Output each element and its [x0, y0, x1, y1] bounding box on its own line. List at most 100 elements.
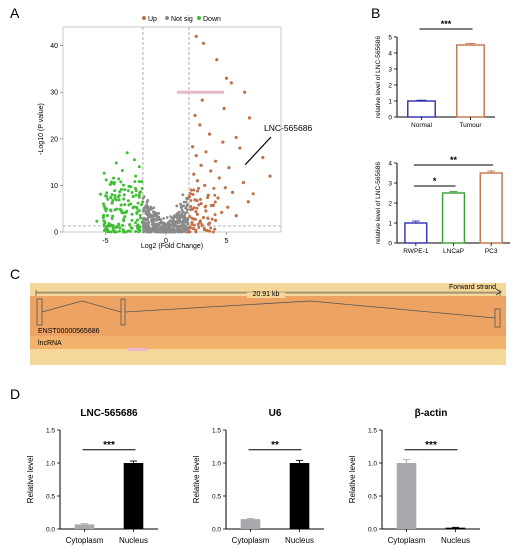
volcano-legend: Up Not sig Down: [142, 16, 221, 23]
y-tick-label: 0.5: [46, 494, 55, 501]
x-tick-label: Cytoplasm: [388, 536, 426, 545]
panel-label-c: C: [10, 266, 20, 282]
y-tick-label: 0: [388, 115, 392, 122]
up-point: [194, 210, 198, 214]
notsig-point: [182, 216, 185, 220]
volcano-plot: -5 0 5 0 10 20 30 40 Up Not sig Down LNC-565686…: [38, 16, 312, 250]
y-tick-label: 2: [388, 201, 392, 208]
down-point: [105, 214, 109, 218]
down-point: [115, 207, 119, 211]
down-point: [102, 213, 106, 217]
down-point: [102, 202, 106, 206]
down-point: [132, 158, 136, 162]
up-point: [198, 123, 202, 127]
down-point: [110, 193, 114, 197]
notsig-point: [186, 222, 190, 226]
notsig-point: [145, 210, 148, 213]
bar-chart-b-top: 0 1 2 3 4 5 Normal Tumour relative level of LNC-…: [375, 19, 495, 129]
up-point: [193, 113, 197, 118]
intron-line-2: [124, 300, 496, 319]
up-point: [195, 189, 199, 193]
up-point: [215, 58, 219, 62]
down-point: [130, 190, 134, 194]
x-tick-label: Normal: [411, 122, 433, 129]
y-tick-label: 0: [388, 241, 392, 248]
y-tick-label: 10: [50, 183, 58, 190]
up-point: [194, 230, 198, 234]
down-point: [112, 230, 116, 234]
notsig-point: [167, 220, 171, 224]
down-point: [112, 176, 116, 180]
up-point: [206, 217, 210, 221]
up-point: [213, 193, 217, 197]
x-tick-label: Cytoplasm: [232, 536, 270, 545]
notsig-point: [147, 214, 151, 218]
notsig-point: [185, 204, 189, 208]
up-point: [208, 229, 212, 233]
notsig-point: [181, 220, 185, 224]
down-point: [102, 204, 106, 208]
down-point: [139, 190, 143, 194]
up-point: [192, 217, 196, 221]
notsig-point: [152, 224, 155, 227]
up-point: [213, 227, 217, 231]
notsig-point: [154, 222, 158, 226]
up-point: [203, 183, 207, 188]
y-tick-label: 1: [388, 99, 392, 106]
bar-chart-b-bottom: 0 1 2 3 4 RWPE-1 LNCaP PC3 relative level of LNC…: [375, 155, 510, 255]
notsig-point: [159, 225, 163, 229]
up-point: [188, 214, 192, 218]
down-point: [111, 214, 115, 218]
up-point: [209, 226, 213, 230]
chart-title: U6: [269, 408, 282, 419]
down-point: [122, 229, 126, 233]
notsig-point: [182, 204, 186, 208]
down-point: [113, 181, 117, 185]
legend-notsig-marker: [165, 16, 169, 20]
legend-up-marker: [142, 16, 146, 20]
y-tick-label: 20: [50, 136, 58, 143]
up-point: [194, 153, 198, 158]
up-point: [201, 41, 206, 45]
down-point: [118, 226, 122, 230]
down-point: [119, 180, 123, 184]
down-point: [120, 223, 124, 227]
down-point: [103, 221, 107, 225]
down-point: [105, 224, 109, 228]
notsig-point: [164, 228, 168, 232]
y-tick-label: 1.5: [46, 428, 55, 435]
notsig-point: [147, 230, 151, 234]
down-point: [107, 222, 111, 226]
down-point: [137, 180, 141, 184]
down-point: [110, 201, 114, 205]
panel-label-b: B: [371, 5, 380, 21]
bar: [240, 519, 261, 529]
down-point: [119, 203, 123, 207]
notsig-point: [163, 225, 167, 228]
down-point: [133, 180, 137, 184]
down-point: [137, 209, 141, 213]
down-point: [131, 195, 135, 199]
down-point: [102, 171, 106, 175]
down-point: [138, 228, 142, 232]
notsig-point: [159, 221, 162, 225]
up-point: [195, 206, 199, 210]
down-point: [129, 185, 133, 189]
x-tick-label: Nucleus: [285, 536, 314, 545]
up-point: [216, 196, 220, 200]
down-point: [99, 192, 103, 196]
down-point: [130, 226, 134, 230]
y-tick-label: 0: [54, 230, 58, 237]
down-point: [137, 193, 141, 197]
y-tick-label: 40: [50, 43, 58, 50]
down-point: [130, 218, 134, 222]
x-tick-label: 5: [225, 238, 229, 245]
down-point: [134, 230, 138, 234]
y-axis-label: relative level of LNC-565686: [375, 162, 382, 244]
down-point: [136, 201, 140, 205]
chart-title: LNC-565686: [80, 408, 138, 419]
down-point: [110, 217, 114, 221]
y-tick-label: 0.0: [368, 527, 377, 534]
up-point: [217, 176, 221, 180]
up-point: [210, 217, 214, 221]
